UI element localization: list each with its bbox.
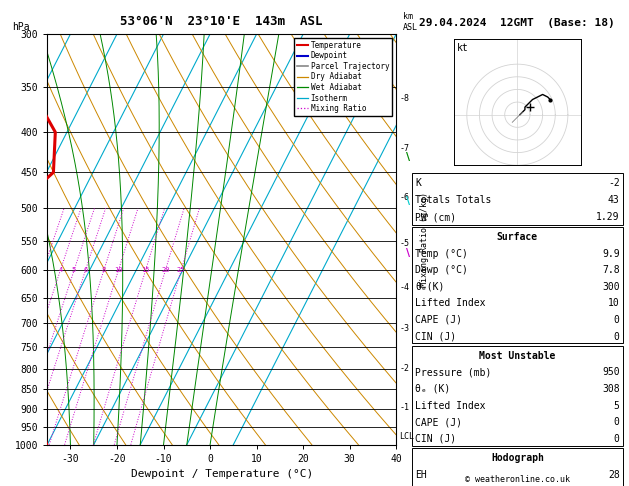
Text: 43: 43 <box>608 195 620 205</box>
Text: K: K <box>415 178 421 188</box>
Text: 15: 15 <box>142 267 150 274</box>
Text: 0: 0 <box>614 331 620 342</box>
Text: -1: -1 <box>399 403 409 412</box>
Text: θₑ(K): θₑ(K) <box>415 282 445 292</box>
Text: Lifted Index: Lifted Index <box>415 400 486 411</box>
Text: 10: 10 <box>114 267 123 274</box>
Text: 0: 0 <box>614 434 620 444</box>
Text: kt: kt <box>457 43 469 52</box>
Text: 5: 5 <box>614 400 620 411</box>
Text: 25: 25 <box>177 267 186 274</box>
Text: -7: -7 <box>399 144 409 153</box>
Text: -8: -8 <box>399 94 409 103</box>
X-axis label: Dewpoint / Temperature (°C): Dewpoint / Temperature (°C) <box>131 469 313 479</box>
Text: Most Unstable: Most Unstable <box>479 350 555 361</box>
Text: -3: -3 <box>399 324 409 333</box>
Text: Surface: Surface <box>497 232 538 242</box>
Text: \: \ <box>406 248 409 258</box>
Text: \: \ <box>406 152 409 162</box>
Text: 950: 950 <box>602 367 620 377</box>
Text: Dewp (°C): Dewp (°C) <box>415 265 468 275</box>
Text: 4: 4 <box>58 267 62 274</box>
Text: 3: 3 <box>41 267 45 274</box>
Text: 0: 0 <box>614 417 620 427</box>
Legend: Temperature, Dewpoint, Parcel Trajectory, Dry Adiabat, Wet Adiabat, Isotherm, Mi: Temperature, Dewpoint, Parcel Trajectory… <box>294 38 392 116</box>
Text: CIN (J): CIN (J) <box>415 331 456 342</box>
Text: CAPE (J): CAPE (J) <box>415 417 462 427</box>
Text: 20: 20 <box>161 267 170 274</box>
Text: 10: 10 <box>608 298 620 308</box>
Text: 9.9: 9.9 <box>602 248 620 259</box>
Text: Totals Totals: Totals Totals <box>415 195 491 205</box>
Text: km
ASL: km ASL <box>403 12 418 32</box>
Text: \: \ <box>406 196 409 207</box>
Text: © weatheronline.co.uk: © weatheronline.co.uk <box>465 474 570 484</box>
Text: 29.04.2024  12GMT  (Base: 18): 29.04.2024 12GMT (Base: 18) <box>420 18 615 28</box>
Text: LCL: LCL <box>399 432 415 440</box>
Text: CIN (J): CIN (J) <box>415 434 456 444</box>
Text: 7.8: 7.8 <box>602 265 620 275</box>
Text: 8: 8 <box>102 267 106 274</box>
Text: Mixing Ratio (g/kg): Mixing Ratio (g/kg) <box>420 192 429 287</box>
Text: -2: -2 <box>608 178 620 188</box>
Text: -4: -4 <box>399 282 409 292</box>
Text: Lifted Index: Lifted Index <box>415 298 486 308</box>
Text: 308: 308 <box>602 384 620 394</box>
Text: 0: 0 <box>614 315 620 325</box>
Text: -5: -5 <box>399 239 409 248</box>
Text: Hodograph: Hodograph <box>491 453 544 463</box>
Text: 5: 5 <box>72 267 76 274</box>
Text: hPa: hPa <box>13 21 30 32</box>
Text: 28: 28 <box>608 470 620 480</box>
Text: 300: 300 <box>602 282 620 292</box>
Text: 1.29: 1.29 <box>596 212 620 223</box>
Text: θₑ (K): θₑ (K) <box>415 384 450 394</box>
Text: PW (cm): PW (cm) <box>415 212 456 223</box>
Text: CAPE (J): CAPE (J) <box>415 315 462 325</box>
Text: -6: -6 <box>399 192 409 202</box>
Text: 53°06'N  23°10'E  143m  ASL: 53°06'N 23°10'E 143m ASL <box>121 15 323 28</box>
Text: Pressure (mb): Pressure (mb) <box>415 367 491 377</box>
Text: 6: 6 <box>83 267 87 274</box>
Text: EH: EH <box>415 470 427 480</box>
Text: -2: -2 <box>399 364 409 373</box>
Text: Temp (°C): Temp (°C) <box>415 248 468 259</box>
